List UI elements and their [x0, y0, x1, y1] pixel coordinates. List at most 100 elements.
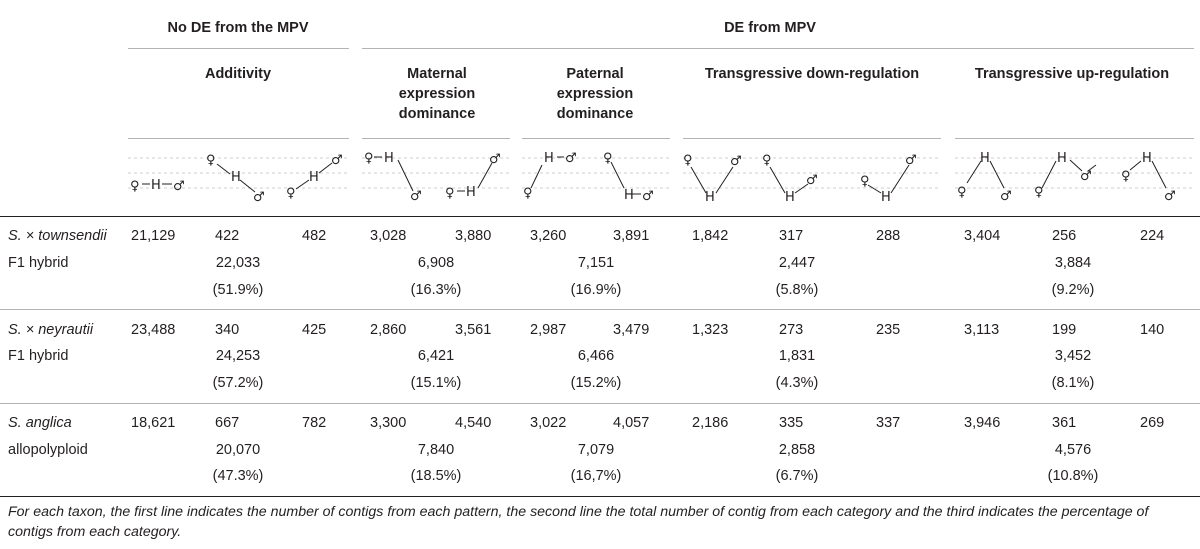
hybrid-icon: H [466, 185, 476, 200]
count-cell: 23,488 [131, 322, 176, 338]
percent-cell: (15.2%) [570, 375, 622, 391]
percent-cell: (47.3%) [212, 468, 264, 484]
total-cell: 1,831 [778, 348, 816, 364]
count-cell: 224 [1140, 228, 1165, 244]
female-icon: ♀ [130, 179, 140, 194]
total-cell: 7,840 [417, 442, 455, 458]
count-cell: 3,260 [530, 228, 567, 244]
table-bottom-rule [0, 496, 1200, 497]
percent-cell: (16.3%) [410, 282, 462, 298]
female-icon: ♀ [957, 185, 967, 200]
count-cell: 422 [215, 228, 240, 244]
row-divider [0, 309, 1200, 310]
pattern-connectors [142, 156, 1167, 195]
total-cell: 22,033 [215, 255, 261, 271]
count-cell: 337 [876, 415, 901, 431]
count-cell: 340 [215, 322, 240, 338]
count-cell: 3,300 [370, 415, 407, 431]
header-maternal-line2: expression [398, 86, 476, 102]
percent-cell: (15.1%) [410, 375, 462, 391]
count-cell: 235 [876, 322, 901, 338]
count-cell: 3,404 [964, 228, 1001, 244]
female-icon: ♀ [683, 153, 693, 168]
female-icon: ♀ [206, 153, 216, 168]
hybrid-icon: H [384, 151, 394, 166]
pattern-icons: ♀ H ♂ ♀ H ♂ ♀ H ♂ ♀ H ♂ ♀ H ♂ ♀ H ♂ ♀ H … [128, 151, 1194, 205]
count-cell: 256 [1052, 228, 1077, 244]
taxon-type: allopolyploid [8, 442, 88, 458]
taxon-name: S. anglica [8, 414, 72, 432]
male-icon: ♂ [331, 153, 343, 168]
count-cell: 3,028 [370, 228, 407, 244]
male-icon: ♂ [565, 151, 577, 166]
row-divider [0, 403, 1200, 404]
guide-lines [128, 157, 1194, 189]
count-cell: 482 [302, 228, 327, 244]
male-icon: ♂ [1164, 189, 1176, 204]
female-icon: ♀ [860, 174, 870, 189]
male-icon: ♂ [642, 189, 654, 204]
male-icon: ♂ [410, 189, 422, 204]
count-cell: 2,987 [530, 322, 567, 338]
total-cell: 4,576 [1054, 442, 1092, 458]
header-paternal-line1: Paternal [566, 66, 624, 82]
count-cell: 273 [779, 322, 804, 338]
female-icon: ♀ [523, 186, 533, 201]
category-rule-paternal [522, 138, 670, 139]
total-cell: 6,421 [417, 348, 455, 364]
header-maternal-line3: dominance [398, 106, 476, 122]
header-paternal: Paternal expression dominance [557, 64, 634, 124]
total-cell: 7,079 [577, 442, 615, 458]
female-icon: ♀ [1034, 185, 1044, 200]
count-cell: 425 [302, 322, 327, 338]
header-additivity: Additivity [204, 66, 272, 82]
category-rule-maternal [362, 138, 510, 139]
category-rule-trans-up [955, 138, 1194, 139]
taxon-prefix: S. × [8, 322, 39, 338]
count-cell: 1,842 [692, 228, 729, 244]
header-no-de-rule [128, 48, 349, 49]
count-cell: 3,479 [613, 322, 650, 338]
count-cell: 18,621 [131, 415, 176, 431]
total-cell: 2,858 [778, 442, 816, 458]
header-de: DE from MPV [724, 20, 816, 36]
total-cell: 2,447 [778, 255, 816, 271]
count-cell: 140 [1140, 322, 1165, 338]
percent-cell: (6.7%) [775, 468, 819, 484]
female-icon: ♀ [445, 186, 455, 201]
total-cell: 3,884 [1054, 255, 1092, 271]
total-cell: 6,466 [577, 348, 615, 364]
header-paternal-line3: dominance [556, 106, 634, 122]
female-icon: ♀ [603, 151, 613, 166]
count-cell: 21,129 [131, 228, 176, 244]
total-cell: 24,253 [215, 348, 261, 364]
taxon-type: F1 hybrid [8, 255, 69, 271]
taxon-epithet: S. anglica [8, 415, 72, 431]
count-cell: 4,057 [613, 415, 650, 431]
hybrid-icon: H [309, 170, 319, 185]
count-cell: 2,860 [370, 322, 407, 338]
hybrid-icon: H [231, 170, 241, 185]
taxon-name: S. × townsendii [8, 227, 107, 245]
count-cell: 1,323 [692, 322, 729, 338]
female-icon: ♀ [286, 186, 296, 201]
male-icon: ♂ [905, 153, 917, 168]
taxon-name: S. × neyrautii [8, 321, 93, 339]
percent-cell: (4.3%) [775, 375, 819, 391]
taxon-epithet: townsendii [38, 228, 107, 244]
percent-cell: (18.5%) [410, 468, 462, 484]
header-no-de: No DE from the MPV [167, 20, 309, 36]
count-cell: 317 [779, 228, 804, 244]
taxon-prefix: S. × [8, 228, 39, 244]
category-rule-additivity [128, 138, 349, 139]
table-footnote: For each taxon, the first line indicates… [8, 504, 1149, 540]
count-cell: 3,891 [613, 228, 650, 244]
hybrid-icon: H [624, 188, 634, 203]
taxon-epithet: neyrautii [38, 322, 94, 338]
header-bottom-rule [0, 216, 1200, 217]
header-maternal: Maternal expression dominance [399, 64, 476, 124]
count-cell: 3,880 [455, 228, 492, 244]
percent-cell: (16,7%) [570, 468, 622, 484]
percent-cell: (8.1%) [1051, 375, 1095, 391]
count-cell: 3,561 [455, 322, 492, 338]
